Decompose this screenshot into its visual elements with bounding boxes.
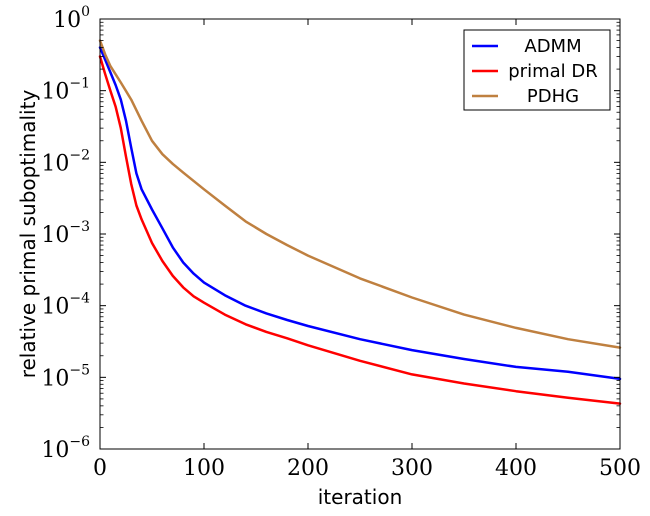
ticks-layer: 0 100 200 300 400 500 100 10−1 10−2 10−3 10−4 10−5 1… [41, 4, 641, 481]
y-tick-label: 10−6 [41, 434, 90, 463]
y-tick-label: 10−2 [41, 147, 90, 176]
y-tick-label: 100 [53, 4, 90, 33]
y-tick-label: 10−1 [41, 76, 90, 105]
series-line-admm [98, 46, 622, 381]
x-tick-label: 0 [93, 456, 107, 481]
x-tick-label: 300 [391, 456, 433, 481]
y-tick-label: 10−4 [41, 291, 90, 320]
x-tick-label: 500 [599, 456, 641, 481]
x-axis-label: iteration [318, 485, 403, 509]
legend: ADMM primal DR PDHG [463, 29, 611, 111]
series-layer [98, 39, 622, 405]
legend-label: primal DR [508, 61, 597, 82]
legend-label: PDHG [527, 86, 579, 107]
y-axis-label: relative primal suboptimality [16, 90, 40, 379]
y-tick-label: 10−3 [41, 219, 90, 248]
legend-label: ADMM [524, 36, 581, 57]
x-tick-label: 200 [287, 456, 329, 481]
series-line-primal-dr [98, 55, 622, 405]
x-tick-label: 400 [495, 456, 537, 481]
x-tick-label: 100 [183, 456, 225, 481]
series-line-pdhg [98, 39, 622, 349]
y-tick-label: 10−5 [41, 362, 90, 391]
